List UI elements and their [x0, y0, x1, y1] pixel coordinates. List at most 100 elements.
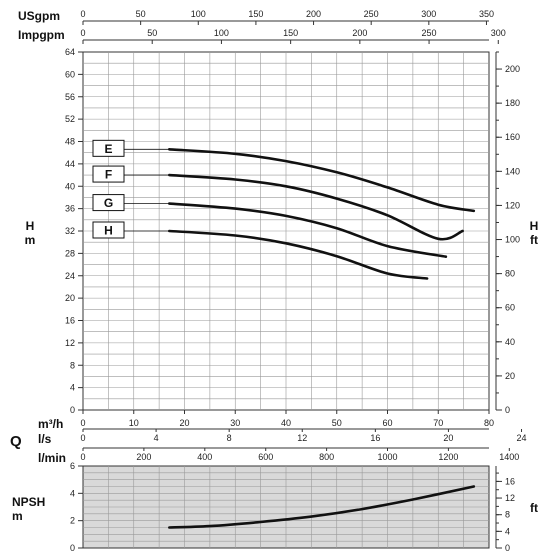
flow-tick-label: 20 [443, 433, 453, 443]
y-tick-label: 4 [70, 383, 75, 393]
top-axis-title: Impgpm [18, 28, 65, 42]
top-tick-label: 300 [421, 9, 436, 19]
y-tick-label: 16 [65, 316, 75, 326]
npsh-y-tick-label: 6 [70, 461, 75, 471]
x-tick-label: 30 [230, 418, 240, 428]
top-tick-label: 50 [136, 9, 146, 19]
right-tick-label: 20 [505, 371, 515, 381]
top-tick-label: 0 [80, 28, 85, 38]
top-tick-label: 0 [80, 9, 85, 19]
right-tick-label: 60 [505, 303, 515, 313]
top-tick-label: 200 [352, 28, 367, 38]
flow-tick-label: 4 [154, 433, 159, 443]
y-tick-label: 56 [65, 92, 75, 102]
x-tick-label: 80 [484, 418, 494, 428]
right-tick-label: 100 [505, 235, 520, 245]
flow-tick-label: 1400 [499, 452, 519, 462]
top-tick-label: 300 [491, 28, 506, 38]
x-axis-title-m3h: m³/h [38, 417, 63, 431]
curve-label-E: E [104, 142, 112, 156]
x-tick-label: 70 [433, 418, 443, 428]
npsh-right-tick-label: 4 [505, 526, 510, 536]
head-chart: 0481216202428323640444852566064020406080… [25, 47, 539, 415]
right-tick-label: 180 [505, 98, 520, 108]
y-tick-label: 12 [65, 338, 75, 348]
y-tick-label: 60 [65, 69, 75, 79]
flow-tick-label: 1000 [377, 452, 397, 462]
y-tick-label: 40 [65, 181, 75, 191]
curve-label-box [92, 139, 125, 157]
npsh-axis-title: NPSH [12, 495, 45, 509]
y-tick-label: 8 [70, 360, 75, 370]
x-tick-label: 60 [382, 418, 392, 428]
x-tick-label: 40 [281, 418, 291, 428]
y-axis-title-unit: m [25, 233, 36, 247]
flow-tick-label: 0 [80, 433, 85, 443]
y-tick-label: 48 [65, 137, 75, 147]
q-label: Q [10, 433, 22, 450]
y-axis-title-h: H [26, 219, 35, 233]
npsh-right-tick-label: 8 [505, 510, 510, 520]
flow-tick-label: 800 [319, 452, 334, 462]
right-axis-title-h: H [530, 219, 539, 233]
npsh-right-tick-label: 0 [505, 543, 510, 553]
top-tick-label: 200 [306, 9, 321, 19]
y-tick-label: 20 [65, 293, 75, 303]
curve-label-box [92, 221, 125, 239]
x-tick-label: 0 [80, 418, 85, 428]
curve-label-box [92, 194, 125, 212]
top-axis-title: USgpm [18, 9, 60, 23]
right-tick-label: 40 [505, 337, 515, 347]
flow-tick-label: 600 [258, 452, 273, 462]
flow-axis-title: l/s [38, 432, 52, 446]
flow-tick-label: 8 [227, 433, 232, 443]
right-tick-label: 120 [505, 200, 520, 210]
y-tick-label: 24 [65, 271, 75, 281]
top-tick-label: 100 [214, 28, 229, 38]
npsh-right-axis-title: ft [530, 501, 538, 515]
flow-tick-label: 400 [197, 452, 212, 462]
flow-tick-label: 1200 [438, 452, 458, 462]
top-tick-label: 150 [248, 9, 263, 19]
flow-tick-label: 200 [136, 452, 151, 462]
y-tick-label: 32 [65, 226, 75, 236]
top-tick-label: 350 [479, 9, 494, 19]
series-line-F [168, 173, 464, 241]
x-tick-label: 20 [179, 418, 189, 428]
right-tick-label: 140 [505, 166, 520, 176]
y-tick-label: 44 [65, 159, 75, 169]
top-tick-label: 250 [364, 9, 379, 19]
npsh-y-tick-label: 0 [70, 543, 75, 553]
top-flow-axes: 0 50 100 150 200 250 300 350 USgpm 0 50 100 150 200 25… [18, 9, 506, 44]
right-tick-label: 160 [505, 132, 520, 142]
right-tick-label: 200 [505, 64, 520, 74]
flow-tick-label: 16 [370, 433, 380, 443]
y-tick-label: 0 [70, 405, 75, 415]
top-tick-label: 100 [191, 9, 206, 19]
flow-axes: 0 10 20 30 40 50 60 70 80 m³/h Q 0 4 8 12 16 20 24 l/s 0 200… [10, 410, 527, 465]
npsh-right-tick-label: 16 [505, 476, 515, 486]
series-line-G [168, 202, 448, 258]
top-tick-label: 250 [422, 28, 437, 38]
curve-label-box [92, 165, 125, 183]
right-axis-title-unit: ft [530, 233, 538, 247]
curve-label-H: H [104, 224, 113, 238]
right-tick-label: 0 [505, 405, 510, 415]
flow-axis-title: l/min [38, 451, 66, 465]
npsh-axis-unit: m [12, 509, 23, 523]
y-tick-label: 52 [65, 114, 75, 124]
top-tick-label: 150 [283, 28, 298, 38]
npsh-series-line [168, 485, 476, 529]
y-tick-label: 36 [65, 204, 75, 214]
npsh-y-tick-label: 2 [70, 516, 75, 526]
curve-label-G: G [104, 196, 113, 210]
npsh-right-tick-label: 12 [505, 493, 515, 503]
x-tick-label: 50 [332, 418, 342, 428]
flow-tick-label: 12 [297, 433, 307, 443]
y-tick-label: 64 [65, 47, 75, 57]
right-tick-label: 80 [505, 269, 515, 279]
x-tick-label: 10 [129, 418, 139, 428]
npsh-y-tick-label: 4 [70, 488, 75, 498]
